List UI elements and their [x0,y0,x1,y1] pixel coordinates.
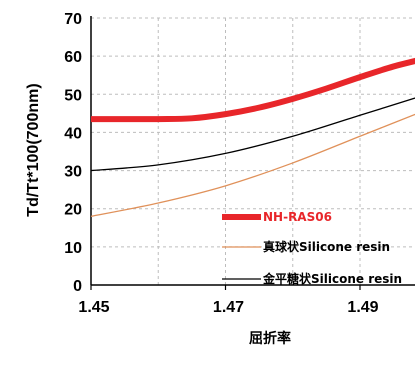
x-tick-label: 1.45 [78,299,109,316]
y-tick-label: 60 [64,49,82,66]
y-tick-label: 10 [64,240,82,257]
x-tick-label: 1.47 [213,299,244,316]
x-axis-label: 屈折率 [249,330,291,347]
series-line-1 [90,57,415,123]
y-tick-label: 40 [64,125,82,142]
series-line-2 [90,113,415,217]
legend-label-2: 真球状Silicone resin [263,239,390,254]
series-line-3 [90,97,415,172]
y-tick-label: 0 [73,278,82,295]
y-tick-label: 50 [64,87,82,104]
tick-labels: 0 10 20 30 40 50 60 70 1.45 1.47 1.49 [64,11,378,316]
grid [91,17,415,285]
legend: NH-RAS06 真球状Silicone resin 金平糖状Silicone re… [222,210,402,286]
legend-label-3: 金平糖状Silicone resin [262,271,402,286]
y-axis-label: Td/Tt*100(700nm) [25,83,42,216]
y-tick-label: 70 [64,11,82,28]
y-tick-label: 30 [64,164,82,181]
y-tick-label: 20 [64,202,82,219]
legend-label-1: NH-RAS06 [263,210,332,224]
x-tick-label: 1.49 [347,299,378,316]
axes [90,16,415,290]
series-lines [90,57,415,217]
